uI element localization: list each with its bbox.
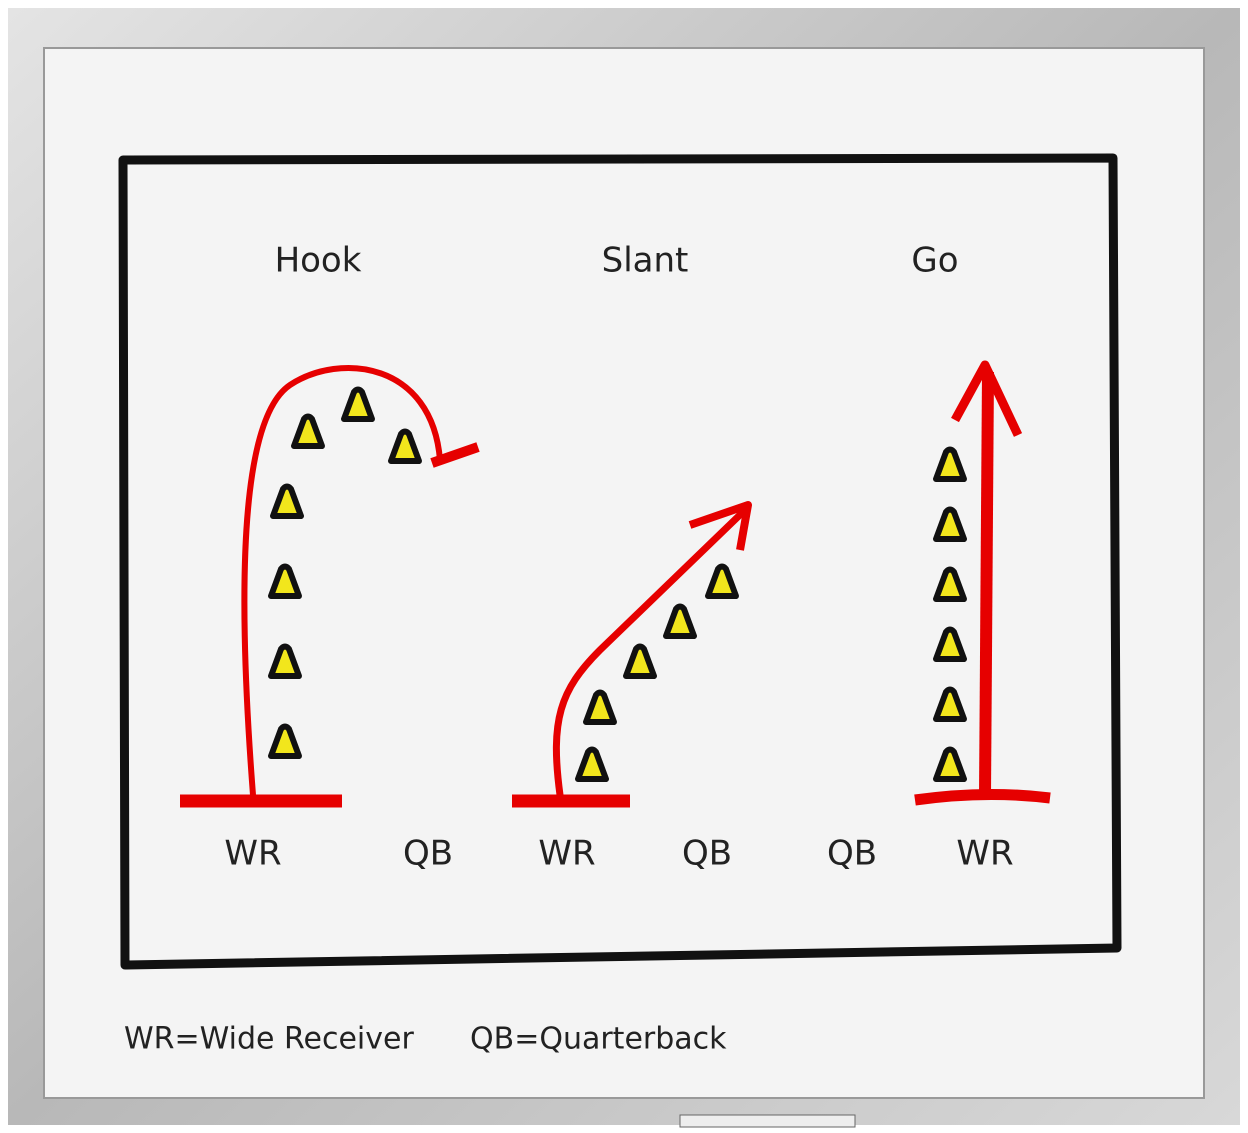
legend-item: QB=Quarterback — [470, 1022, 727, 1057]
whiteboard: Hook Slant Go WR QB WR QB QB WR WR=Wide … — [0, 0, 1248, 1133]
position-label: QB — [827, 834, 877, 874]
line-of-scrimmage — [915, 794, 1050, 800]
position-label: QB — [682, 834, 732, 874]
marker — [680, 1115, 855, 1127]
board-surface — [44, 48, 1204, 1098]
route-title: Slant — [602, 241, 689, 281]
route-title: Hook — [275, 241, 362, 281]
position-label: WR — [956, 834, 1013, 874]
position-label: QB — [403, 834, 453, 874]
position-label: WR — [224, 834, 281, 874]
route-title: Go — [911, 241, 958, 281]
position-label: WR — [538, 834, 595, 874]
go-route — [985, 372, 988, 795]
page: Hook Slant Go WR QB WR QB QB WR WR=Wide … — [0, 0, 1248, 1133]
legend-item: WR=Wide Receiver — [124, 1022, 414, 1057]
